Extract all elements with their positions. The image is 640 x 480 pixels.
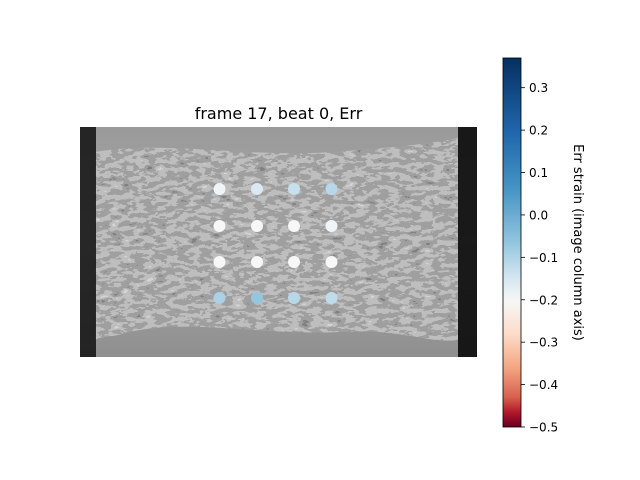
colorbar-ticks: 0.3 0.2 0.1 0.0 −0.1 −0.2 −0.3 −0.4 −0.5 bbox=[521, 81, 558, 435]
strain-point bbox=[288, 256, 300, 268]
colorbar-tick-label: 0.1 bbox=[529, 166, 548, 180]
colorbar-tick-label: 0.0 bbox=[529, 208, 548, 222]
colorbar-label: Err strain (image column axis) bbox=[570, 144, 585, 341]
strain-point bbox=[288, 220, 300, 232]
strain-point bbox=[325, 292, 338, 304]
colorbar: 0.3 0.2 0.1 0.0 −0.1 −0.2 −0.3 −0.4 −0.5 Err str… bbox=[502, 57, 585, 435]
strain-point bbox=[251, 220, 263, 232]
strain-point bbox=[288, 183, 300, 195]
tissue-texture bbox=[95, 138, 458, 341]
colorbar-tick-label: −0.4 bbox=[529, 378, 558, 392]
left-edge-shadow bbox=[80, 127, 96, 357]
colorbar-tick-label: −0.1 bbox=[529, 251, 558, 265]
colorbar-tick-label: −0.2 bbox=[529, 293, 558, 307]
strain-point bbox=[213, 220, 226, 232]
chart-title: frame 17, beat 0, Err bbox=[195, 104, 363, 123]
strain-point bbox=[325, 183, 338, 195]
colorbar-gradient bbox=[502, 57, 522, 428]
colorbar-tick-label: 0.3 bbox=[529, 81, 548, 95]
strain-point bbox=[251, 292, 263, 304]
strain-point bbox=[251, 183, 263, 195]
strain-point bbox=[213, 256, 226, 268]
strain-point bbox=[251, 256, 263, 268]
colorbar-tick-label: 0.2 bbox=[529, 124, 548, 138]
image-panel bbox=[80, 127, 477, 357]
strain-points bbox=[213, 183, 338, 304]
strain-point bbox=[288, 292, 300, 304]
colorbar-tick-label: −0.5 bbox=[529, 421, 558, 435]
strain-point bbox=[213, 292, 226, 304]
strain-point bbox=[325, 220, 338, 232]
strain-point bbox=[325, 256, 338, 268]
strain-point bbox=[213, 183, 226, 195]
right-edge-shadow bbox=[458, 127, 477, 357]
colorbar-tick-label: −0.3 bbox=[529, 336, 558, 350]
